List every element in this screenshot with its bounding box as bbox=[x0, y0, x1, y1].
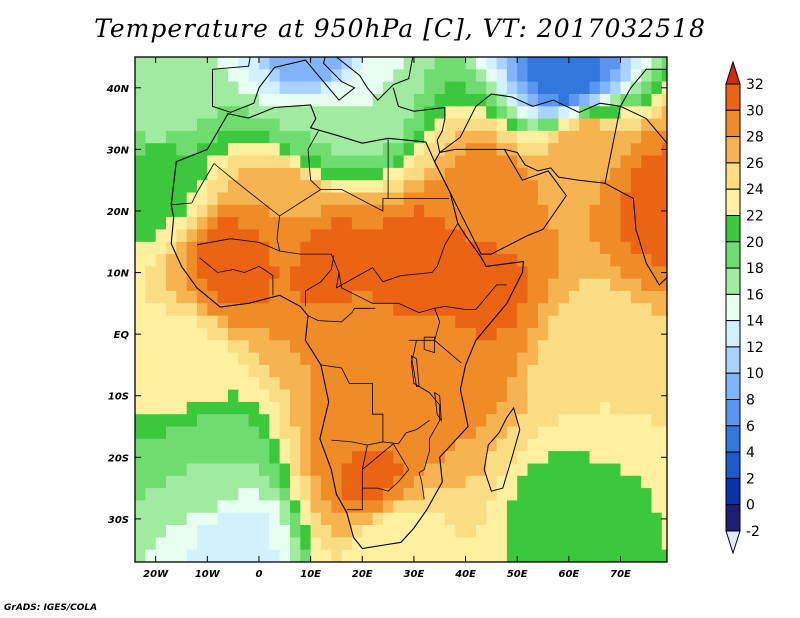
country-border-4 bbox=[276, 215, 459, 289]
colorbar-label: 24 bbox=[746, 182, 764, 198]
y-tick-label: 20S bbox=[108, 453, 129, 464]
country-border-5 bbox=[196, 238, 280, 252]
colorbar-min-arrow bbox=[725, 530, 741, 555]
colorbar-max-arrow bbox=[725, 60, 741, 85]
y-tick-label: 10S bbox=[108, 392, 129, 403]
x-tick-label: 50E bbox=[507, 569, 528, 580]
country-border-7 bbox=[305, 255, 335, 307]
x-tick-label: 20E bbox=[352, 569, 373, 580]
country-border-9 bbox=[307, 307, 376, 323]
x-tick-label: 0 bbox=[255, 569, 262, 580]
y-tick-label: 30N bbox=[107, 145, 130, 156]
y-tick-label: 30S bbox=[108, 515, 129, 526]
colorbar-label: 4 bbox=[746, 445, 755, 461]
colorbar-box bbox=[725, 504, 741, 532]
colorbar-label: 20 bbox=[746, 235, 764, 251]
colorbar-label: 30 bbox=[746, 103, 764, 119]
x-tick-label: 10E bbox=[300, 569, 321, 580]
map-border bbox=[134, 56, 668, 563]
credit-label: GrADS: IGES/COLA bbox=[4, 603, 98, 613]
country-border-0 bbox=[213, 163, 449, 217]
temperature-map bbox=[135, 57, 667, 562]
country-border-12 bbox=[382, 420, 430, 445]
x-tick-label: 20W bbox=[143, 569, 169, 580]
chart-title: Temperature at 950hPa [C], VT: 201703251… bbox=[94, 14, 706, 43]
y-tick-label: 20N bbox=[107, 207, 130, 218]
colorbar-box bbox=[725, 188, 741, 216]
y-tick-label: EQ bbox=[114, 330, 130, 341]
x-tick-label: 70E bbox=[610, 569, 631, 580]
colorbar-label: 32 bbox=[746, 77, 764, 93]
colorbar-box bbox=[725, 241, 741, 269]
india-coastline bbox=[604, 105, 667, 286]
colorbar-label: 28 bbox=[746, 130, 764, 146]
colorbar-box bbox=[725, 136, 741, 164]
lake-2 bbox=[434, 391, 442, 422]
colorbar-box bbox=[725, 425, 741, 453]
colorbar-label: -2 bbox=[746, 524, 760, 540]
map-frame bbox=[134, 56, 668, 563]
colorbar-box bbox=[725, 83, 741, 111]
colorbar-box bbox=[725, 293, 741, 322]
country-border-1 bbox=[171, 163, 215, 206]
africa-coastline bbox=[170, 104, 525, 550]
colorbar-box bbox=[725, 346, 741, 374]
y-axis: 40N 30N 20N 10N EQ 10S 20S 30S bbox=[106, 84, 667, 526]
colorbar-box bbox=[725, 477, 741, 506]
colorbar-box bbox=[725, 267, 741, 295]
country-border-16 bbox=[331, 439, 368, 446]
arabia-coastline bbox=[434, 148, 567, 255]
colorbar-label: 12 bbox=[746, 340, 764, 356]
madagascar-coastline bbox=[483, 406, 521, 492]
colorbar-box bbox=[725, 399, 741, 427]
colorbar-label: 14 bbox=[746, 314, 764, 330]
x-axis: 20W 10W 0 10E 20E 30E 40E 50E 60E 70E bbox=[143, 57, 631, 580]
x-tick-label: 30E bbox=[404, 569, 425, 580]
lake-1 bbox=[410, 354, 420, 387]
colorbar-label: 2 bbox=[746, 471, 755, 487]
colorbar-label: 22 bbox=[746, 209, 764, 225]
temperature-field bbox=[135, 57, 667, 562]
colorbar-box bbox=[725, 320, 741, 348]
x-tick-label: 40E bbox=[454, 569, 476, 580]
colorbar-label: 16 bbox=[746, 287, 764, 303]
colorbar-box bbox=[725, 451, 741, 479]
y-tick-label: 40N bbox=[106, 84, 130, 95]
iran-coastline bbox=[504, 148, 606, 184]
colorbar-box bbox=[725, 162, 741, 190]
colorbar-label: 18 bbox=[746, 261, 764, 277]
country-border-11 bbox=[408, 339, 441, 500]
country-border-10 bbox=[320, 364, 384, 511]
colorbar-box bbox=[725, 215, 741, 243]
asia-coastline bbox=[392, 68, 667, 154]
colorbar-label: 6 bbox=[746, 419, 755, 435]
country-border-14 bbox=[416, 339, 462, 364]
lake-0 bbox=[423, 336, 435, 354]
x-tick-label: 10W bbox=[195, 569, 221, 580]
colorbar-label: 26 bbox=[746, 156, 764, 172]
y-tick-label: 10N bbox=[107, 269, 130, 280]
colorbar-label: 0 bbox=[746, 498, 755, 514]
country-border-15 bbox=[434, 308, 441, 341]
colorbar-box bbox=[725, 372, 741, 401]
colorbar-box bbox=[725, 109, 741, 138]
country-border-6 bbox=[199, 257, 274, 296]
country-border-2 bbox=[307, 130, 321, 190]
europe-coastline bbox=[212, 57, 414, 113]
x-tick-label: 60E bbox=[558, 569, 579, 580]
colorbar-label: 10 bbox=[746, 366, 764, 382]
country-border-13 bbox=[362, 443, 410, 492]
colorbar-label: 8 bbox=[746, 393, 755, 409]
